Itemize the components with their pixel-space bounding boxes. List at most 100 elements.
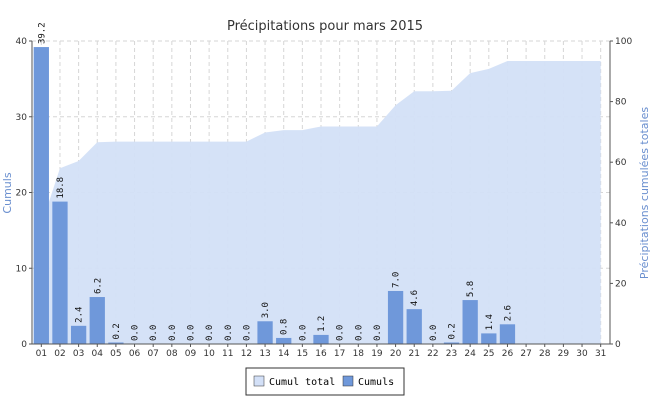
bar-label-06: 0.0 [131,325,141,341]
legend-label-cumuls: Cumuls [358,377,394,388]
bar-24 [462,300,478,344]
bar-label-16: 1.2 [317,316,327,332]
bar-label-24: 5.8 [466,281,476,297]
legend-swatch-cumul-total [253,375,265,387]
bar-value-labels: 39.2 18.8 2.4 6.2 0.2 0.0 0.0 0.0 0.0 0.0 0.0 0.0 3.… [37,22,513,341]
bar-26 [499,324,516,344]
bar-label-26: 2.6 [503,305,513,321]
cumulative-area [41,60,601,345]
x-tick-label-12: 12 [241,349,252,359]
y2-tick-label-60: 60 [615,158,627,168]
legend: Cumul total Cumuls [245,367,405,396]
y2-tick-label-0: 0 [615,340,621,350]
y-tick-label-0: 0 [21,340,27,350]
bar-20 [387,290,404,344]
bar-16 [313,334,329,344]
bar-label-05: 0.2 [112,323,122,339]
x-tick-label-10: 10 [203,349,215,359]
x-tick-label-11: 11 [222,349,233,359]
x-tick-label-15: 15 [297,349,308,359]
area-cumul-total [41,60,601,345]
x-tick-label-24: 24 [464,349,476,359]
legend-label-cumul-total: Cumul total [269,377,335,388]
bar-label-19: 0.0 [373,325,383,341]
bar-label-11: 0.0 [224,325,234,341]
x-tick-label-02: 02 [54,349,65,359]
bar-label-17: 0.0 [336,325,346,341]
bar-label-07: 0.0 [149,325,159,341]
x-tick-label-13: 13 [259,349,270,359]
x-tick-label-16: 16 [315,349,327,359]
bar-03 [70,325,87,344]
bar-label-14: 0.8 [280,319,290,335]
bar-label-13: 3.0 [261,302,271,318]
bar-label-02: 18.8 [56,177,66,199]
axes [29,40,613,347]
x-tick-label-31: 31 [595,349,606,359]
x-tick-label-28: 28 [539,349,551,359]
y2-axis-label: Précipitations cumulées totales [638,107,650,279]
bar-05 [108,342,124,344]
bar-label-20: 7.0 [392,272,402,288]
bar-23 [443,342,460,344]
bar-label-03: 2.4 [75,307,85,323]
bar-label-01: 39.2 [37,22,47,44]
y-tick-label-30: 30 [16,113,28,123]
bar-01 [33,47,49,345]
x-tick-label-04: 04 [92,349,104,359]
x-tick-label-01: 01 [36,349,47,359]
x-tick-label-17: 17 [334,349,345,359]
legend-swatch-cumuls [342,375,354,387]
x-tick-label-26: 26 [502,349,514,359]
bar-02 [52,201,68,344]
y2-tick-label-100: 100 [615,37,632,47]
y2-tick-label-40: 40 [615,219,627,229]
bar-label-25: 1.4 [485,314,495,330]
y-tick-label-20: 20 [16,189,28,199]
x-tick-label-20: 20 [390,349,402,359]
bar-label-12: 0.0 [242,325,252,341]
bar-label-08: 0.0 [168,325,178,341]
x-tick-label-05: 05 [110,349,121,359]
x-tick-label-30: 30 [576,349,588,359]
bar-label-10: 0.0 [205,325,215,341]
y-tick-labels: 0 10 20 30 40 [16,37,28,350]
bars [33,47,516,345]
x-tick-label-06: 06 [129,349,141,359]
bar-25 [481,333,497,344]
x-tick-label-14: 14 [278,349,290,359]
bar-label-21: 4.6 [410,290,420,306]
x-tick-label-19: 19 [371,349,383,359]
bar-21 [406,309,422,344]
x-tick-label-18: 18 [353,349,365,359]
x-tick-label-23: 23 [446,349,457,359]
chart-title: Précipitations pour mars 2015 [227,19,423,34]
x-tick-label-27: 27 [520,349,531,359]
bar-04 [89,297,105,344]
x-tick-label-09: 09 [185,349,197,359]
bar-label-23: 0.2 [448,323,458,339]
legend-box [245,367,405,396]
y-tick-label-40: 40 [16,37,28,47]
y2-tick-label-80: 80 [615,98,627,108]
x-tick-label-08: 08 [166,349,178,359]
x-tick-label-03: 03 [73,349,84,359]
bar-label-15: 0.0 [298,325,308,341]
bar-label-18: 0.0 [354,325,364,341]
bar-13 [257,321,273,344]
x-tick-label-29: 29 [558,349,570,359]
bar-label-09: 0.0 [186,325,196,341]
y2-tick-label-20: 20 [615,279,627,289]
x-tick-labels: 01 02 03 04 05 06 07 08 09 10 11 12 13 14 15 16 17 18 19 20… [36,349,607,359]
y2-tick-labels: 0 20 40 60 80 100 [615,37,632,350]
bar-label-04: 6.2 [93,278,103,294]
bar-label-22: 0.0 [429,325,439,341]
x-tick-label-21: 21 [408,349,419,359]
x-tick-label-25: 25 [483,349,494,359]
bar-14 [276,337,292,344]
y-tick-label-10: 10 [16,264,28,274]
x-tick-label-07: 07 [147,349,158,359]
x-tick-label-22: 22 [427,349,438,359]
y-axis-label: Cumuls [1,172,14,213]
